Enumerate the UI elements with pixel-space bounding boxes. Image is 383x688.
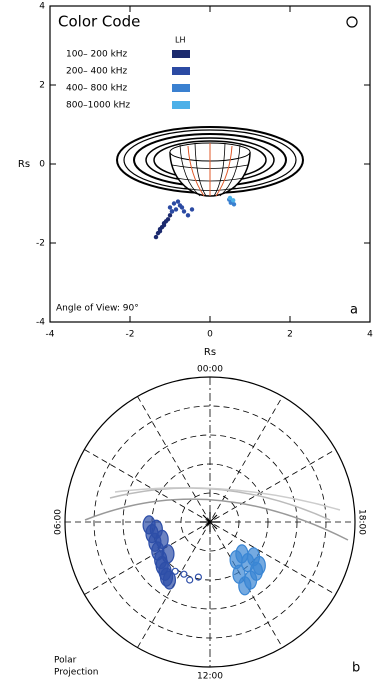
point [181,209,187,214]
x-tick-label: -4 [46,330,55,340]
y-axis-label: Rs [18,159,30,170]
x-tick-label: 2 [287,330,293,340]
y-tick-label: 2 [39,81,45,91]
x-tick-label: 0 [207,330,213,340]
point [231,202,237,207]
x-tick-label: -2 [126,330,135,340]
point [238,576,252,596]
x-axis-label: Rs [204,347,216,358]
time-label: 06:00 [54,509,64,535]
point [175,199,181,204]
point [162,570,176,590]
observer-symbol [346,16,358,28]
point [185,213,191,218]
y-tick-label: 0 [39,160,45,170]
point [179,205,185,210]
legend-swatch [172,84,190,92]
y-tick-label: -4 [36,318,45,328]
point [171,201,177,206]
annotation: Angle of View: 90° [56,304,139,314]
point [189,207,195,212]
point [231,198,236,203]
legend-label: 400– 800 kHz [66,84,128,94]
label-line: Projection [54,668,99,678]
point [249,561,263,581]
legend-title: Color Code [58,13,140,31]
time-label: 12:00 [197,672,223,682]
legend-swatch [172,50,190,58]
label-line: Polar [54,656,77,666]
legend-subtitle: LH [175,36,185,45]
point [157,228,163,234]
panel-label: b [352,661,360,676]
point [161,544,175,564]
point [169,209,175,214]
legend-label: 800–1000 kHz [66,101,130,111]
y-tick-label: -2 [36,239,45,249]
saturn [116,126,304,197]
legend-label: 100– 200 kHz [66,50,128,60]
point [180,570,188,578]
point [153,234,159,240]
point [194,573,202,581]
y-tick-label: 4 [39,2,45,12]
time-label: 18:00 [357,509,367,535]
time-label: 00:00 [197,365,223,375]
point [186,576,194,584]
point [167,213,173,218]
legend-label: 200– 400 kHz [66,67,128,77]
point [167,205,173,210]
legend-swatch [172,67,190,75]
point [173,207,179,212]
panel-label: a [350,303,358,318]
x-tick-label: 4 [367,330,373,340]
polar-grid [64,376,356,668]
point [227,195,233,201]
legend-swatch [172,101,190,109]
point [165,217,171,222]
point [171,567,179,575]
point [155,529,169,550]
point [161,223,167,228]
